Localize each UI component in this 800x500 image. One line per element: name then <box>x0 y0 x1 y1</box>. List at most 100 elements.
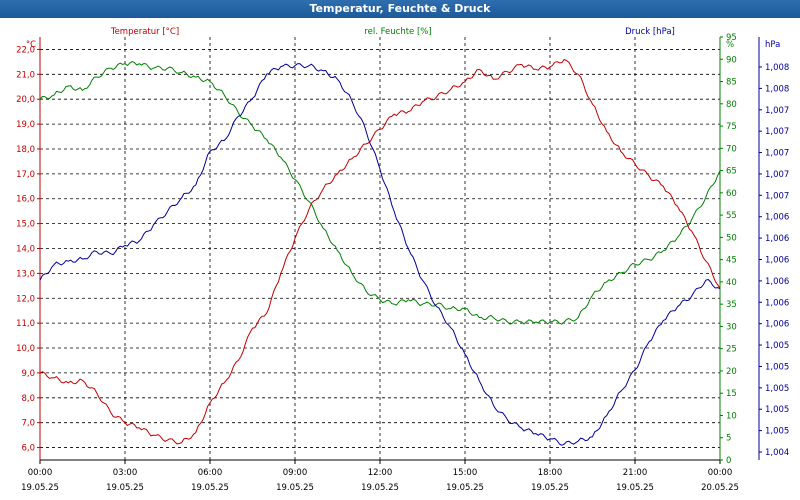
data-point-temperatur <box>450 88 452 90</box>
data-point-rel-feuchte <box>436 303 438 305</box>
data-point-rel-feuchte <box>96 76 98 78</box>
x-tick-time: 06:00 <box>198 468 223 478</box>
data-point-druck <box>365 129 367 131</box>
data-point-druck <box>620 390 622 392</box>
data-point-temperatur <box>577 73 579 75</box>
data-point-rel-feuchte <box>620 272 622 274</box>
x-tick-date: 19.05.25 <box>191 483 229 493</box>
data-point-rel-feuchte <box>209 81 211 83</box>
data-point-temperatur <box>648 175 650 177</box>
data-point-rel-feuchte <box>719 170 721 172</box>
data-point-rel-feuchte <box>450 308 452 310</box>
data-point-temperatur <box>152 434 154 436</box>
data-point-druck <box>167 211 169 213</box>
x-tick-date: 19.05.25 <box>276 483 314 493</box>
data-point-rel-feuchte <box>167 67 169 69</box>
x-tick-time: 21:00 <box>623 468 648 478</box>
data-point-temperatur <box>53 377 55 379</box>
temperature-tick-label: 10,0 <box>16 344 35 354</box>
temperature-tick-label: 19,0 <box>16 120 35 130</box>
axes <box>37 36 762 464</box>
data-point-temperatur <box>379 128 381 130</box>
data-point-rel-feuchte <box>322 228 324 230</box>
humidity-tick-label: 55 <box>726 211 737 221</box>
data-point-temperatur <box>67 382 69 384</box>
data-point-temperatur <box>110 412 112 414</box>
data-point-rel-feuchte <box>662 250 664 252</box>
humidity-axis-title: rel. Feuchte [%] <box>364 27 431 37</box>
humidity-tick-label: 70 <box>726 144 737 154</box>
data-point-rel-feuchte <box>223 94 225 96</box>
temperature-tick-label: 14,0 <box>16 245 35 255</box>
pressure-tick-label: 1,006 <box>765 298 789 308</box>
humidity-tick-label: 25 <box>726 345 737 355</box>
data-point-rel-feuchte <box>379 299 381 301</box>
data-point-druck <box>521 427 523 429</box>
data-point-temperatur <box>209 402 211 404</box>
data-point-druck <box>634 369 636 371</box>
data-point-temperatur <box>322 188 324 190</box>
data-point-druck <box>110 253 112 255</box>
data-point-rel-feuchte <box>39 98 41 100</box>
data-point-temperatur <box>620 151 622 153</box>
temperature-tick-label: 22,0 <box>16 45 35 55</box>
pressure-tick-label: 1,004 <box>765 448 789 458</box>
humidity-tick-label: 75 <box>726 122 737 132</box>
data-point-rel-feuchte <box>691 219 693 221</box>
humidity-tick-label: 10 <box>726 411 737 421</box>
pressure-tick-label: 1,008 <box>765 63 789 73</box>
data-point-druck <box>209 150 211 152</box>
data-point-rel-feuchte <box>549 321 551 323</box>
data-point-temperatur <box>407 111 409 113</box>
data-point-temperatur <box>195 432 197 434</box>
pressure-tick-label: 1,006 <box>765 213 789 223</box>
data-point-druck <box>337 78 339 80</box>
x-tick-date: 19.05.25 <box>361 483 399 493</box>
pressure-tick-label: 1,007 <box>765 191 789 201</box>
temperature-tick-label: 8,0 <box>21 394 35 404</box>
x-tick-time: 03:00 <box>113 468 138 478</box>
data-point-druck <box>195 184 197 186</box>
pressure-tick-label: 1,006 <box>765 277 789 287</box>
humidity-tick-label: 90 <box>726 55 737 65</box>
x-tick-time: 18:00 <box>538 468 563 478</box>
data-point-druck <box>422 279 424 281</box>
humidity-tick-label: 20 <box>726 367 737 377</box>
data-point-druck <box>82 258 84 260</box>
temperature-tick-label: 16,0 <box>16 195 35 205</box>
data-point-rel-feuchte <box>464 308 466 310</box>
data-point-druck <box>379 168 381 170</box>
data-point-temperatur <box>337 173 339 175</box>
data-point-rel-feuchte <box>634 263 636 265</box>
humidity-tick-label: 65 <box>726 167 737 177</box>
data-point-druck <box>322 70 324 72</box>
data-point-druck <box>280 66 282 68</box>
pressure-tick-label: 1,005 <box>765 341 789 351</box>
x-tick-time: 00:00 <box>708 468 733 478</box>
data-point-rel-feuchte <box>492 317 494 319</box>
humidity-tick-label: 5 <box>726 434 731 444</box>
data-point-temperatur <box>662 185 664 187</box>
data-point-rel-feuchte <box>351 272 353 274</box>
data-point-rel-feuchte <box>365 290 367 292</box>
data-point-temperatur <box>521 63 523 65</box>
data-point-druck <box>351 99 353 101</box>
data-point-rel-feuchte <box>152 67 154 69</box>
temperature-tick-label: 18,0 <box>16 145 35 155</box>
pressure-tick-label: 1,005 <box>765 362 789 372</box>
data-point-druck <box>436 306 438 308</box>
data-point-druck <box>407 248 409 250</box>
humidity-tick-label: 80 <box>726 100 737 110</box>
chart-title: Temperatur, Feuchte & Druck <box>0 0 800 18</box>
data-point-rel-feuchte <box>124 63 126 65</box>
series-line-druck <box>39 63 721 446</box>
data-point-druck <box>563 443 565 445</box>
data-point-rel-feuchte <box>280 156 282 158</box>
pressure-unit: hPa <box>765 40 780 50</box>
pressure-tick-label: 1,006 <box>765 256 789 266</box>
pressure-tick-label: 1,005 <box>765 405 789 415</box>
data-point-rel-feuchte <box>138 63 140 65</box>
data-point-temperatur <box>464 81 466 83</box>
data-point-temperatur <box>422 101 424 103</box>
data-point-temperatur <box>393 113 395 115</box>
